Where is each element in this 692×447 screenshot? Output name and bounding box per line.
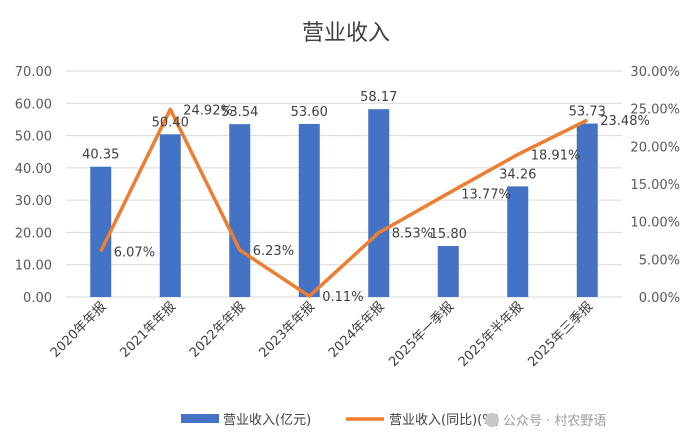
legend-label-line: 营业收入(同比)(%) xyxy=(389,413,500,428)
wechat-icon xyxy=(485,413,499,427)
legend: 营业收入(亿元) 营业收入(同比)(%) xyxy=(181,413,500,428)
line-data-label: 8.53% xyxy=(392,227,433,242)
bar-data-label: 15.80 xyxy=(430,227,467,242)
bar xyxy=(229,124,251,297)
bar xyxy=(437,245,459,297)
category-labels: 2020年年报 2021年年报 2022年年报 2023年年报 2024年年报2025年… xyxy=(48,299,596,370)
left-tick-label: 10.00 xyxy=(15,259,52,274)
chart-title: 营业收入 xyxy=(302,21,390,46)
left-tick-label: 0.00 xyxy=(23,291,52,306)
line-data-label: 23.48% xyxy=(600,114,650,129)
line-data-label: 13.77% xyxy=(461,187,511,202)
left-tick-label: 70.00 xyxy=(15,65,52,80)
right-tick-label: 0.00% xyxy=(639,291,680,306)
category-label: 2025年半年报 xyxy=(456,299,527,370)
bar xyxy=(507,186,529,297)
bar-data-label: 40.35 xyxy=(82,148,119,163)
category-label: 2023年年报 xyxy=(256,299,318,361)
line-data-label: 6.23% xyxy=(253,244,294,259)
category-label: 2025年一季报 xyxy=(386,299,457,370)
legend-swatch-bar xyxy=(181,414,219,423)
left-tick-label: 40.00 xyxy=(15,162,52,177)
category-label: 2021年年报 xyxy=(117,299,179,361)
line-series xyxy=(99,107,589,298)
left-tick-label: 30.00 xyxy=(15,194,52,209)
bar-data-label: 53.54 xyxy=(221,105,258,120)
bar-data-label: 50.40 xyxy=(152,115,189,130)
bar-data-label: 53.73 xyxy=(569,105,606,120)
line-path xyxy=(99,107,589,298)
right-tick-label: 15.00% xyxy=(630,178,680,193)
line-data-label: 24.92% xyxy=(183,103,233,118)
category-label: 2020年年报 xyxy=(48,299,110,361)
left-axis-ticks: 0.00 10.00 20.00 30.00 40.00 50.00 60.00 70.00 xyxy=(15,65,52,306)
left-tick-label: 60.00 xyxy=(15,97,52,112)
line-data-label: 18.91% xyxy=(531,149,581,164)
category-label: 2022年年报 xyxy=(187,299,249,361)
line-data-label: 0.11% xyxy=(322,290,363,305)
right-tick-label: 25.00% xyxy=(630,103,680,118)
category-label: 2025年三季报 xyxy=(525,299,596,370)
right-tick-label: 20.00% xyxy=(630,140,680,155)
bar-data-label: 53.60 xyxy=(291,105,328,120)
bar-data-label: 58.17 xyxy=(360,90,397,105)
bar-data-labels: 40.35 50.40 53.54 53.60 58.17 15.80 34.26 53.73 xyxy=(82,90,606,242)
bar xyxy=(90,166,112,297)
bar xyxy=(298,123,320,297)
watermark: 公众号 · 村农野语 xyxy=(485,413,606,429)
category-label: 2024年年报 xyxy=(326,299,388,361)
bar-series xyxy=(90,109,598,297)
bar xyxy=(576,123,598,297)
watermark-text: 公众号 · 村农野语 xyxy=(503,414,606,429)
right-axis-ticks: 0.00% 5.00% 10.00% 15.00% 20.00% 25.00% 30.00% xyxy=(630,65,680,306)
left-tick-label: 20.00 xyxy=(15,226,52,241)
bar xyxy=(159,134,181,297)
right-tick-label: 5.00% xyxy=(639,253,680,268)
left-tick-label: 50.00 xyxy=(15,130,52,145)
line-data-label: 6.07% xyxy=(114,245,155,260)
right-tick-label: 30.00% xyxy=(630,65,680,80)
right-tick-label: 10.00% xyxy=(630,216,680,231)
bar xyxy=(368,109,390,297)
bar-data-label: 34.26 xyxy=(499,167,536,182)
line-data-labels: 6.07% 24.92% 6.23% 0.11% 8.53% 13.77% 18.91% 23… xyxy=(114,103,650,305)
legend-label-bar: 营业收入(亿元) xyxy=(223,413,311,428)
